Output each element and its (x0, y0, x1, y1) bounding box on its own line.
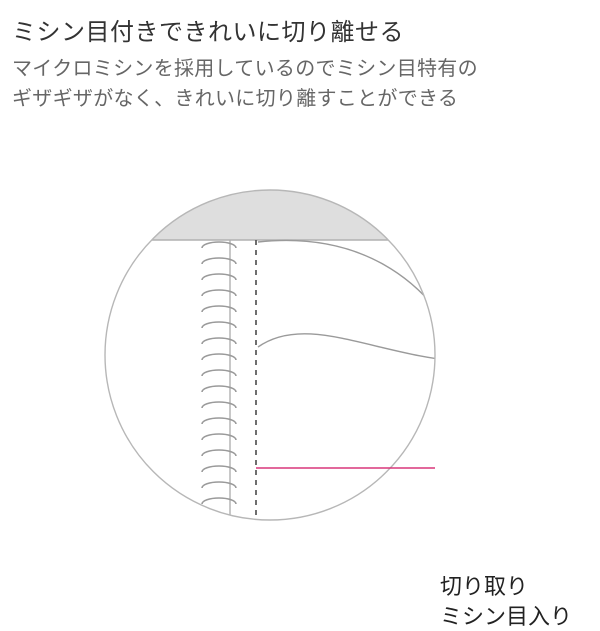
body-line-2: ギザギザがなく、きれいに切り離すことができる (12, 88, 458, 110)
perforation-callout: 切り取り ミシン目入り (440, 572, 572, 631)
notebook-diagram: 切り取り ミシン目入り (0, 130, 600, 600)
heading-text: ミシン目付きできれいに切り離せる (12, 12, 404, 47)
body-text: マイクロミシンを採用しているのでミシン目特有の ギザギザがなく、きれいに切り離す… (12, 54, 478, 114)
callout-line-1: 切り取り (440, 574, 528, 599)
body-line-1: マイクロミシンを採用しているのでミシン目特有の (12, 58, 478, 80)
callout-line-2: ミシン目入り (440, 604, 572, 629)
diagram-svg (0, 130, 600, 600)
